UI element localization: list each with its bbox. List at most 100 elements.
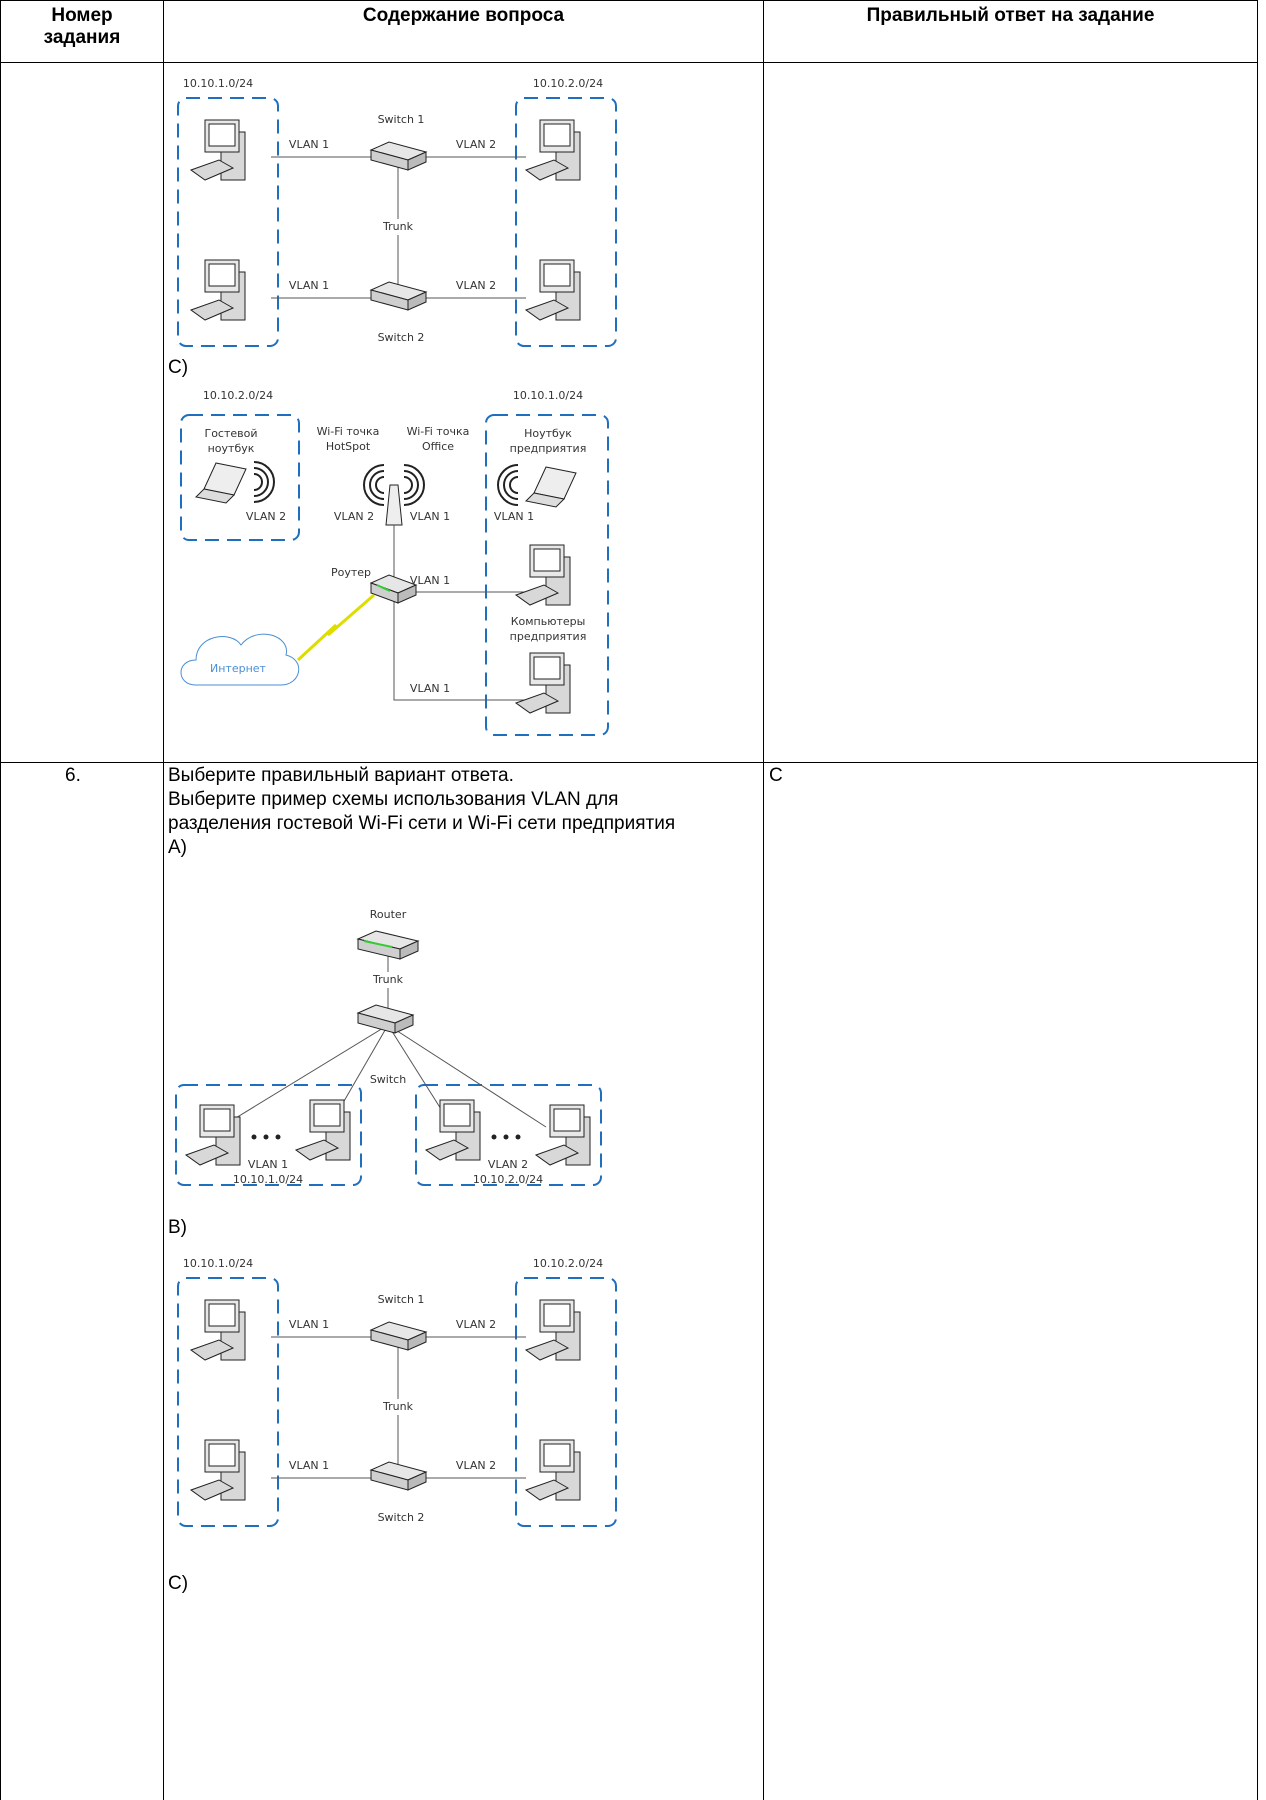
keyboard	[189, 159, 235, 181]
diagram-label: Trunk	[382, 1400, 414, 1413]
keyboard	[294, 1139, 340, 1161]
computer-icon	[524, 119, 581, 181]
keyboard	[189, 299, 235, 321]
diagram-label: Trunk	[382, 220, 414, 233]
keyboard	[184, 1144, 230, 1166]
computer-icon	[524, 259, 581, 321]
computer-icon	[184, 1104, 241, 1166]
wifi-wave	[369, 470, 385, 500]
router-diagram: Router Trunk Switch VLAN 1 10.10.1.0/24 VLAN …	[175, 908, 602, 1186]
screen	[203, 1108, 231, 1132]
diagram-label: VLAN 1	[410, 510, 450, 523]
computer-icon	[189, 1299, 246, 1361]
diagram-label: Switch	[370, 1073, 406, 1086]
switch-side	[407, 1331, 427, 1351]
option-label: B)	[168, 1217, 187, 1238]
switch-diagram: 10.10.1.0/24 10.10.2.0/24 Switch 1 Switch 2…	[177, 1257, 617, 1527]
link	[387, 1024, 547, 1128]
ellipsis-dot	[503, 1134, 509, 1140]
laptop-base	[524, 492, 566, 508]
laptop-icon	[524, 466, 577, 508]
screen	[543, 263, 571, 287]
screen	[533, 548, 561, 572]
diagram-label: VLAN 2	[488, 1158, 528, 1171]
diagram-label: VLAN 2	[456, 1318, 496, 1331]
ellipsis-dot	[275, 1134, 281, 1140]
laptop-icon	[194, 462, 247, 504]
switch-side	[407, 151, 427, 171]
screen	[553, 1108, 581, 1132]
switch-side	[407, 291, 427, 311]
question-line: Выберите правильный вариант ответа.	[168, 765, 514, 786]
diagram-label: VLAN 1	[248, 1158, 288, 1171]
diagram-label: Router	[370, 908, 407, 921]
screen	[443, 1103, 471, 1127]
vlan-group	[415, 1084, 602, 1186]
diagram-label: VLAN 2	[246, 510, 286, 523]
vlan-group	[515, 1277, 617, 1527]
answer-cell	[763, 762, 1258, 1800]
computer-icon	[514, 652, 571, 714]
diagram-label: 10.10.1.0/24	[183, 77, 253, 90]
diagram-label: Ноутбук	[524, 427, 572, 440]
diagram-label: ноутбук	[208, 442, 255, 455]
option-label: A)	[168, 837, 187, 858]
diagram-label: Wi-Fi точка	[317, 425, 380, 438]
diagram-label: 10.10.1.0/24	[513, 389, 583, 402]
link	[220, 1024, 389, 1128]
wireless-link	[296, 593, 375, 662]
diagram-label: VLAN 2	[456, 279, 496, 292]
switch-side	[397, 584, 417, 604]
switch-side	[394, 1014, 414, 1034]
diagram-label: предприятия	[510, 442, 587, 455]
switch-icon	[369, 1321, 428, 1351]
diagram-label: VLAN 2	[456, 138, 496, 151]
ellipsis-dot	[491, 1134, 497, 1140]
vlan-group	[177, 97, 279, 347]
vlan-group	[515, 97, 617, 347]
switch-icon	[369, 574, 418, 604]
diagram-label: VLAN 1	[494, 510, 534, 523]
wifi-wave	[509, 476, 519, 494]
router-led	[376, 584, 391, 592]
diagram-label: VLAN 2	[334, 510, 374, 523]
ellipsis-dot	[251, 1134, 257, 1140]
link	[387, 1024, 447, 1118]
diagram-label: VLAN 1	[410, 682, 450, 695]
vlan-group	[175, 1084, 362, 1186]
answer: C	[769, 765, 783, 786]
diagram-label: Switch 2	[378, 331, 425, 344]
diagram-label: 10.10.2.0/24	[203, 389, 273, 402]
diagram-label: VLAN 1	[289, 1459, 329, 1472]
diagram-label: 10.10.1.0/24	[233, 1173, 303, 1186]
screen	[313, 1103, 341, 1127]
wifi-wave	[497, 464, 519, 506]
diagram-label: VLAN 1	[410, 574, 450, 587]
diagram-label: VLAN 1	[289, 138, 329, 151]
label-bg	[378, 1399, 418, 1415]
wifi-diagram: 10.10.2.0/24 10.10.1.0/24 Гостевой ноутбук V…	[180, 389, 609, 736]
wifi-wave	[253, 473, 263, 491]
screen	[208, 123, 236, 147]
cloud	[180, 633, 300, 686]
diagram-label: VLAN 2	[456, 1459, 496, 1472]
computer-icon	[514, 544, 571, 606]
wifi-wave	[403, 476, 413, 494]
diagram-label: HotSpot	[326, 440, 371, 453]
diagram-label: 10.10.1.0/24	[183, 1257, 253, 1270]
switch-icon	[369, 281, 428, 311]
wifi-wave	[363, 464, 385, 506]
screen	[208, 263, 236, 287]
computer-icon	[189, 1439, 246, 1501]
keyboard	[424, 1139, 470, 1161]
diagram-label: 10.10.2.0/24	[533, 77, 603, 90]
wifi-wave	[253, 467, 269, 497]
screen	[208, 1303, 236, 1327]
keyboard	[524, 1339, 570, 1361]
question: Выберите правильный вариант ответа. Выбе…	[168, 764, 728, 860]
screen	[208, 1443, 236, 1467]
diagram-label: Switch 2	[378, 1511, 425, 1524]
diagram-label: Роутер	[331, 566, 371, 579]
wifi-wave	[253, 461, 275, 503]
